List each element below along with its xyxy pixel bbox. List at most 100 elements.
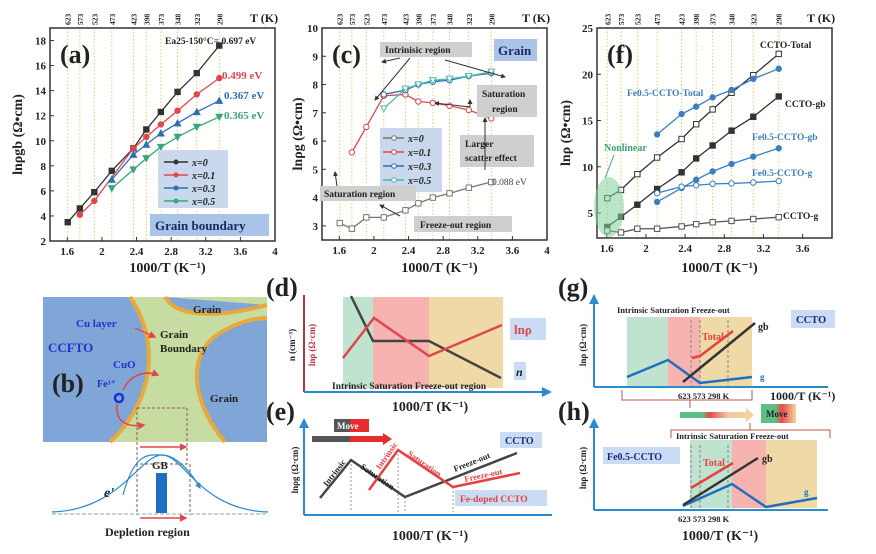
data-point	[429, 99, 437, 107]
data-point	[634, 170, 641, 178]
data-point	[192, 123, 201, 132]
x-tick-label: 1.6	[60, 246, 74, 258]
fe-doped-box	[455, 490, 547, 506]
activation-energy-label: Ea25-150°C= 0.697 eV	[165, 36, 256, 47]
regions-label: Intrinsic Saturation Freeze-out	[617, 305, 730, 315]
legend-marker	[173, 198, 179, 204]
series-label: CCTO-g	[783, 212, 818, 222]
top-tick-label: 298	[775, 14, 784, 26]
plot-frame	[321, 27, 548, 241]
series-line	[607, 216, 779, 234]
fe-ccto-label: Fe0.5-CCTO	[607, 452, 662, 463]
plot-frame	[596, 27, 833, 239]
x-tick-label: 3.2	[471, 245, 485, 257]
data-point	[174, 88, 181, 96]
x-tick-label: 1.6	[332, 245, 346, 257]
region-freeze-out	[766, 440, 817, 508]
y-tick-label: 9	[313, 51, 319, 63]
data-point	[750, 113, 757, 121]
top-axis-label: T (K)	[250, 11, 278, 25]
ccto-intrinsic: Intrinsic	[321, 457, 348, 488]
data-point	[692, 176, 700, 183]
data-point	[107, 175, 116, 183]
data-point	[415, 200, 422, 207]
data-point	[465, 106, 472, 114]
cuo-label: CuO	[113, 359, 136, 371]
series-x-0-1	[348, 91, 495, 156]
data-point	[488, 178, 495, 186]
data-point	[775, 50, 782, 58]
move-label: Move	[766, 409, 788, 419]
series-label: CCTO-gb	[785, 100, 825, 110]
top-tick-label: 523	[633, 14, 642, 26]
panel-label: (a)	[60, 40, 90, 69]
series-label: Fe0.5-CCTO-g	[752, 169, 812, 179]
data-point	[348, 149, 356, 156]
bracket-g	[621, 390, 753, 401]
data-point	[634, 201, 641, 208]
data-point	[215, 113, 224, 122]
data-point	[775, 65, 782, 72]
cu-layer-top	[163, 295, 268, 316]
legend-marker	[173, 185, 179, 191]
electron-path	[122, 454, 201, 496]
data-point	[348, 225, 356, 232]
ccto-label: CCTO	[505, 436, 534, 447]
top-tick-label: 523	[90, 14, 99, 26]
panel-label: (f)	[607, 40, 633, 69]
cu-layer-arrow	[134, 327, 157, 338]
data-point	[76, 205, 84, 212]
data-point	[775, 213, 782, 221]
fe-ion-label: Fe³⁺	[97, 379, 116, 390]
data-point	[380, 91, 387, 98]
x-tick-label: 2.4	[130, 246, 144, 258]
data-point	[750, 179, 757, 186]
grain-label: Grain	[498, 43, 532, 58]
x-tick-label: 2.8	[717, 243, 731, 255]
legend-label: x=0.3	[407, 162, 431, 173]
data-point	[363, 214, 370, 221]
x-axis-label: 1000/T (K⁻¹)	[682, 529, 759, 544]
temp-ticks: 623 573 298 K	[678, 391, 730, 401]
y-tick-label: 15	[582, 116, 594, 128]
data-point	[108, 167, 115, 175]
x-tick-label: 3.2	[757, 243, 771, 255]
y-axis-label: lnρg (Ω•cm)	[291, 97, 306, 170]
data-point	[634, 225, 641, 232]
data-point	[653, 131, 661, 138]
panel-g-schematic: (g) Intrinsic Saturation Freeze-out Tota…	[558, 273, 835, 438]
y-tick-label: 8	[41, 161, 47, 173]
y-axis-label: lnρgb (Ω•cm)	[11, 94, 26, 175]
series-line	[339, 181, 492, 230]
data-point	[446, 102, 453, 109]
x-axis-label: 1000/T (K⁻¹)	[392, 400, 469, 415]
legend-label: x=0.5	[407, 176, 431, 187]
n-curve	[349, 295, 502, 380]
top-tick-label: 473	[380, 14, 389, 26]
legend-marker	[391, 163, 397, 169]
top-tick-label: 373	[157, 14, 166, 26]
depletion-label: Depletion region	[105, 525, 190, 539]
annotation-label: Saturation	[482, 90, 526, 100]
data-point	[653, 198, 661, 206]
annotation-arrow	[333, 171, 339, 187]
total-label: Total	[703, 458, 725, 469]
x-tick-label: 2.8	[164, 246, 178, 258]
move-box	[761, 404, 796, 423]
y-tick-label: 7	[313, 108, 319, 120]
cu-layer-left	[108, 295, 151, 444]
data-point	[678, 169, 685, 176]
y-tick-label: 3	[313, 221, 319, 233]
gb-label: gb	[762, 454, 773, 465]
legend-label: x=0	[407, 134, 424, 145]
panel-label-e: (e)	[266, 397, 295, 426]
series-ccto-g	[604, 213, 782, 236]
x-tick-label: 3.6	[506, 245, 520, 257]
region-saturation	[373, 297, 429, 388]
top-tick-label: 323	[465, 14, 474, 26]
data-point	[429, 194, 437, 201]
top-tick-label: 348	[446, 14, 455, 26]
x-tick-label: 2.4	[678, 243, 692, 255]
series-x-0-1	[76, 74, 223, 218]
